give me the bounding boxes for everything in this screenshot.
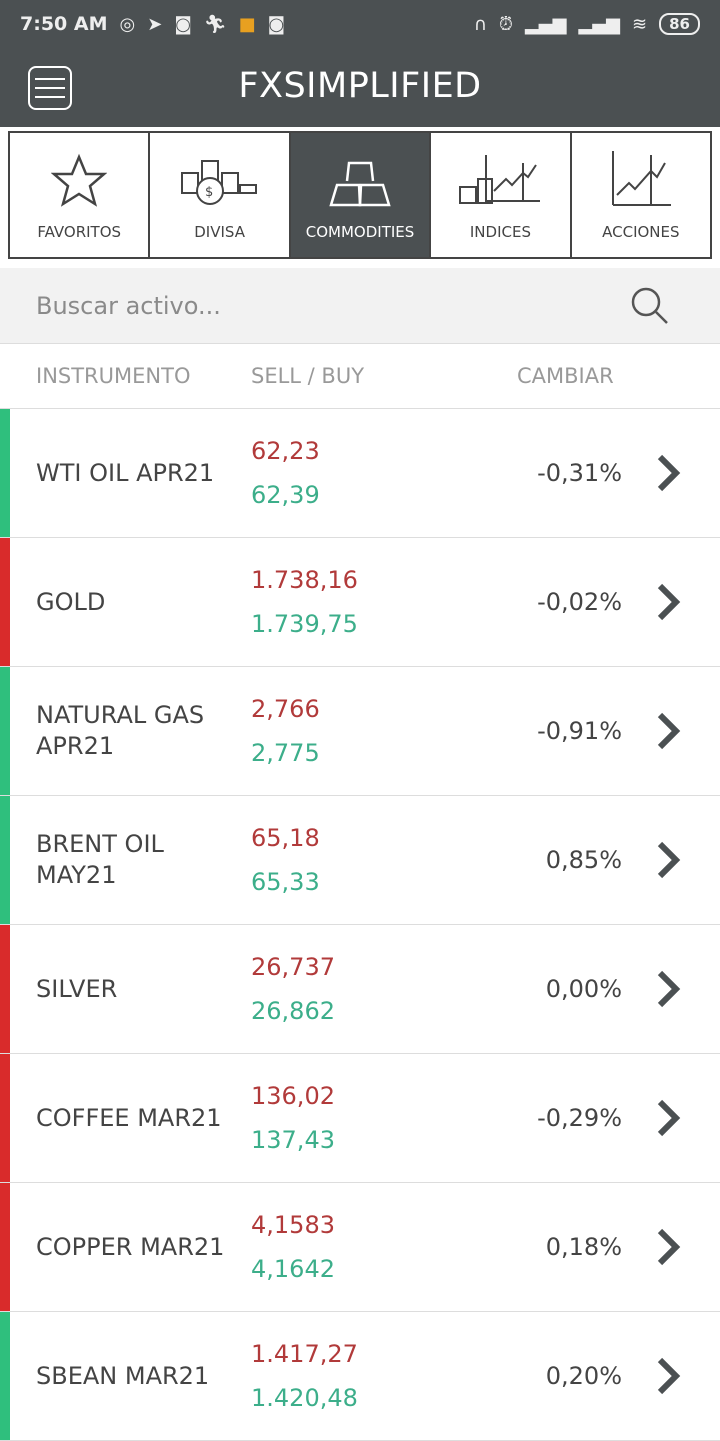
trend-indicator bbox=[0, 538, 10, 666]
trend-indicator bbox=[0, 925, 10, 1053]
buy-price: 62,39 bbox=[251, 481, 320, 509]
buy-price: 2,775 bbox=[251, 739, 320, 767]
status-time: 7:50 AM bbox=[20, 13, 108, 35]
change-percent: 0,20% bbox=[545, 1362, 622, 1390]
instrument-row[interactable]: BRENT OIL MAY21 65,18 65,33 0,85% bbox=[0, 796, 720, 925]
buy-price: 1.739,75 bbox=[251, 610, 358, 638]
menu-button[interactable] bbox=[28, 66, 72, 110]
instrument-row[interactable]: SBEAN MAR21 1.417,27 1.420,48 0,20% bbox=[0, 1312, 720, 1441]
instrument-name: GOLD bbox=[36, 587, 106, 616]
instagram-icon: ◙ bbox=[174, 13, 192, 35]
instrument-row[interactable]: NATURAL GAS APR21 2,766 2,775 -0,91% bbox=[0, 667, 720, 796]
change-percent: -0,31% bbox=[537, 459, 622, 487]
chevron-right-icon[interactable] bbox=[654, 969, 684, 1009]
chevron-right-icon[interactable] bbox=[654, 711, 684, 751]
sell-price: 1.417,27 bbox=[251, 1340, 358, 1368]
tab-commodities[interactable]: COMMODITIES bbox=[290, 133, 432, 257]
instrument-row[interactable]: GOLD 1.738,16 1.739,75 -0,02% bbox=[0, 538, 720, 667]
change-percent: 0,85% bbox=[545, 846, 622, 874]
gold-bars-icon bbox=[329, 161, 391, 207]
signal-icon: ▂▄▆ bbox=[524, 13, 567, 35]
sell-price: 62,23 bbox=[251, 437, 320, 465]
headphones-icon: ∩ bbox=[473, 13, 487, 35]
instrument-row[interactable]: COPPER MAR21 4,1583 4,1642 0,18% bbox=[0, 1183, 720, 1312]
sell-price: 1.738,16 bbox=[251, 566, 358, 594]
change-percent: -0,29% bbox=[537, 1104, 622, 1132]
app-icon: ■ bbox=[238, 13, 256, 35]
instrument-row[interactable]: WTI OIL APR21 62,23 62,39 -0,31% bbox=[0, 409, 720, 538]
chevron-right-icon[interactable] bbox=[654, 1356, 684, 1396]
trend-indicator bbox=[0, 1054, 10, 1182]
instagram-icon: ◙ bbox=[267, 13, 286, 35]
buy-price: 137,43 bbox=[251, 1126, 335, 1154]
chevron-right-icon[interactable] bbox=[654, 840, 684, 880]
status-bar: 7:50 AM ◎ ➤ ◙ 🏃︎ ■ ◙ ∩ ⏰︎ ▂▄▆ ▂▄▆ ≋ 86 bbox=[20, 8, 700, 40]
column-headers: INSTRUMENTO SELL / BUY CAMBIAR bbox=[0, 344, 720, 409]
change-percent: 0,00% bbox=[545, 975, 622, 1003]
sell-price: 65,18 bbox=[251, 824, 320, 852]
instrument-row[interactable]: COFFEE MAR21 136,02 137,43 -0,29% bbox=[0, 1054, 720, 1183]
buy-price: 26,862 bbox=[251, 997, 335, 1025]
change-percent: 0,18% bbox=[545, 1233, 622, 1261]
chevron-right-icon[interactable] bbox=[654, 1227, 684, 1267]
tab-label: INDICES bbox=[469, 223, 531, 241]
trend-indicator bbox=[0, 667, 10, 795]
chevron-right-icon[interactable] bbox=[654, 453, 684, 493]
instrument-row[interactable]: SILVER 26,737 26,862 0,00% bbox=[0, 925, 720, 1054]
trend-indicator bbox=[0, 1183, 10, 1311]
change-percent: -0,02% bbox=[537, 588, 622, 616]
buy-price: 65,33 bbox=[251, 868, 320, 896]
sell-price: 136,02 bbox=[251, 1082, 335, 1110]
instrument-name: SILVER bbox=[36, 974, 118, 1003]
running-icon: 🏃︎ bbox=[203, 13, 227, 35]
tab-divisa[interactable]: $ DIVISA bbox=[150, 133, 291, 257]
app-header: 7:50 AM ◎ ➤ ◙ 🏃︎ ■ ◙ ∩ ⏰︎ ▂▄▆ ▂▄▆ ≋ 86 F… bbox=[0, 0, 720, 127]
instrument-name: COFFEE MAR21 bbox=[36, 1103, 222, 1132]
alarm-icon: ⏰︎ bbox=[498, 13, 513, 35]
trend-indicator bbox=[0, 1312, 10, 1440]
app-title: FXSIMPLIFIED bbox=[238, 66, 482, 106]
tab-label: FAVORITOS bbox=[37, 223, 122, 241]
trend-indicator bbox=[0, 409, 10, 537]
tab-indices[interactable]: INDICES bbox=[431, 133, 572, 257]
tab-acciones[interactable]: ACCIONES bbox=[571, 133, 711, 257]
chevron-right-icon[interactable] bbox=[654, 1098, 684, 1138]
notification-icon: ◎ bbox=[119, 13, 136, 35]
battery-indicator: 86 bbox=[659, 13, 700, 35]
coins-icon: $ bbox=[180, 160, 257, 205]
category-tabs: FAVORITOS $ DIVISA COMMODITIES INDICES A… bbox=[8, 131, 712, 259]
buy-price: 1.420,48 bbox=[251, 1384, 358, 1412]
chevron-right-icon[interactable] bbox=[654, 582, 684, 622]
wifi-icon: ≋ bbox=[632, 13, 648, 35]
index-chart-icon bbox=[459, 155, 541, 204]
buy-price: 4,1642 bbox=[251, 1255, 335, 1283]
tab-favoritos[interactable]: FAVORITOS bbox=[10, 133, 151, 257]
tab-label: DIVISA bbox=[194, 223, 245, 241]
telegram-icon: ➤ bbox=[147, 13, 163, 35]
trend-indicator bbox=[0, 796, 10, 924]
tab-label: COMMODITIES bbox=[305, 223, 415, 241]
search-bar bbox=[0, 268, 720, 344]
svg-text:$: $ bbox=[205, 185, 213, 200]
sell-price: 4,1583 bbox=[251, 1211, 335, 1239]
sell-price: 26,737 bbox=[251, 953, 335, 981]
sell-price: 2,766 bbox=[251, 695, 320, 723]
column-instrument: INSTRUMENTO bbox=[36, 364, 191, 388]
signal-icon: ▂▄▆ bbox=[578, 13, 621, 35]
column-sell-buy: SELL / BUY bbox=[251, 364, 365, 388]
search-input[interactable] bbox=[36, 286, 616, 326]
star-icon bbox=[51, 153, 108, 207]
instrument-name: COPPER MAR21 bbox=[36, 1232, 225, 1261]
stock-chart-icon bbox=[611, 151, 671, 206]
instrument-name: SBEAN MAR21 bbox=[36, 1361, 210, 1390]
column-change: CAMBIAR bbox=[517, 364, 614, 388]
instrument-name: BRENT OIL MAY21 bbox=[36, 830, 164, 889]
change-percent: -0,91% bbox=[537, 717, 622, 745]
instrument-name: WTI OIL APR21 bbox=[36, 458, 215, 487]
tab-label: ACCIONES bbox=[602, 223, 680, 241]
instrument-name: NATURAL GAS APR21 bbox=[36, 701, 205, 760]
search-icon[interactable] bbox=[630, 286, 670, 326]
